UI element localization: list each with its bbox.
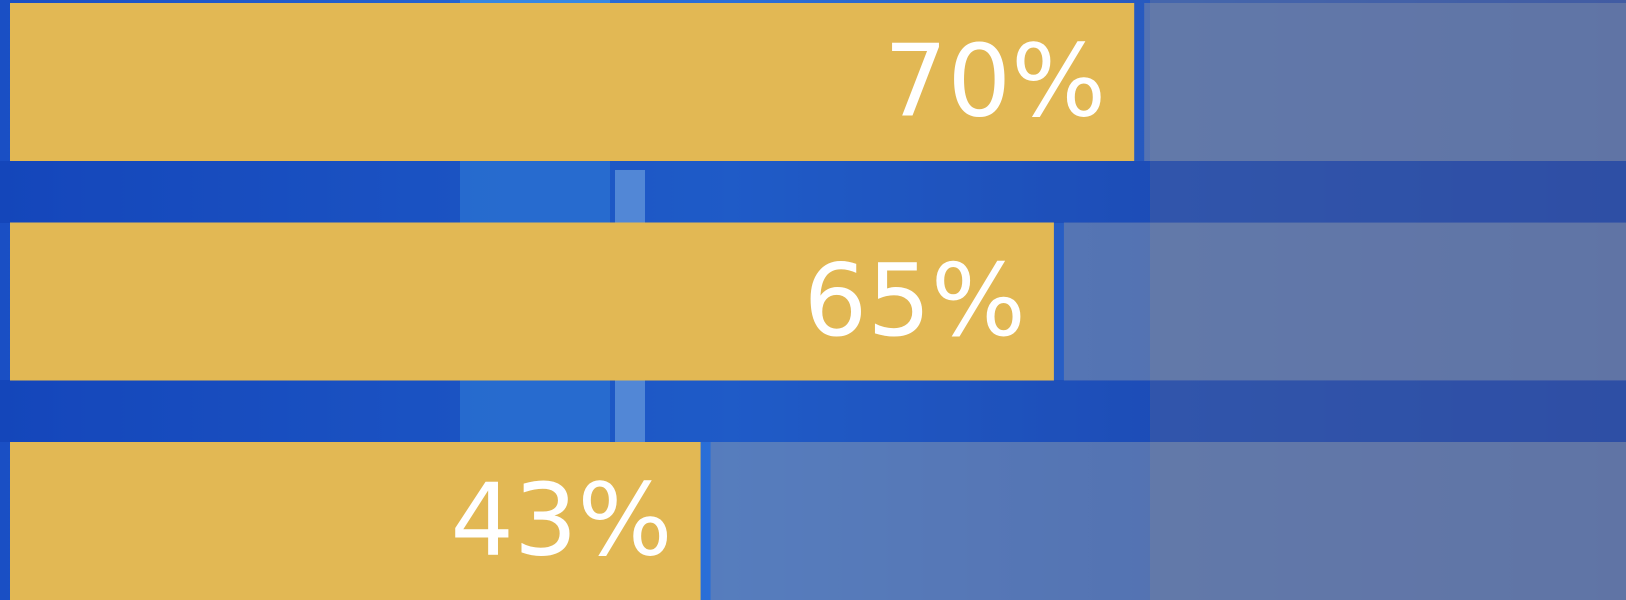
background-stripe: [0, 161, 1626, 223]
data-label: 65%: [804, 242, 1026, 359]
bar: [10, 222, 1054, 381]
bar: [10, 3, 1135, 161]
bar-track: [1063, 222, 1626, 381]
data-label: 43%: [450, 461, 672, 578]
data-label: 70%: [884, 22, 1106, 139]
bar-track: [1144, 3, 1626, 161]
bar: [10, 442, 701, 600]
background-stripe: [0, 380, 1626, 442]
bar-track: [710, 442, 1626, 600]
